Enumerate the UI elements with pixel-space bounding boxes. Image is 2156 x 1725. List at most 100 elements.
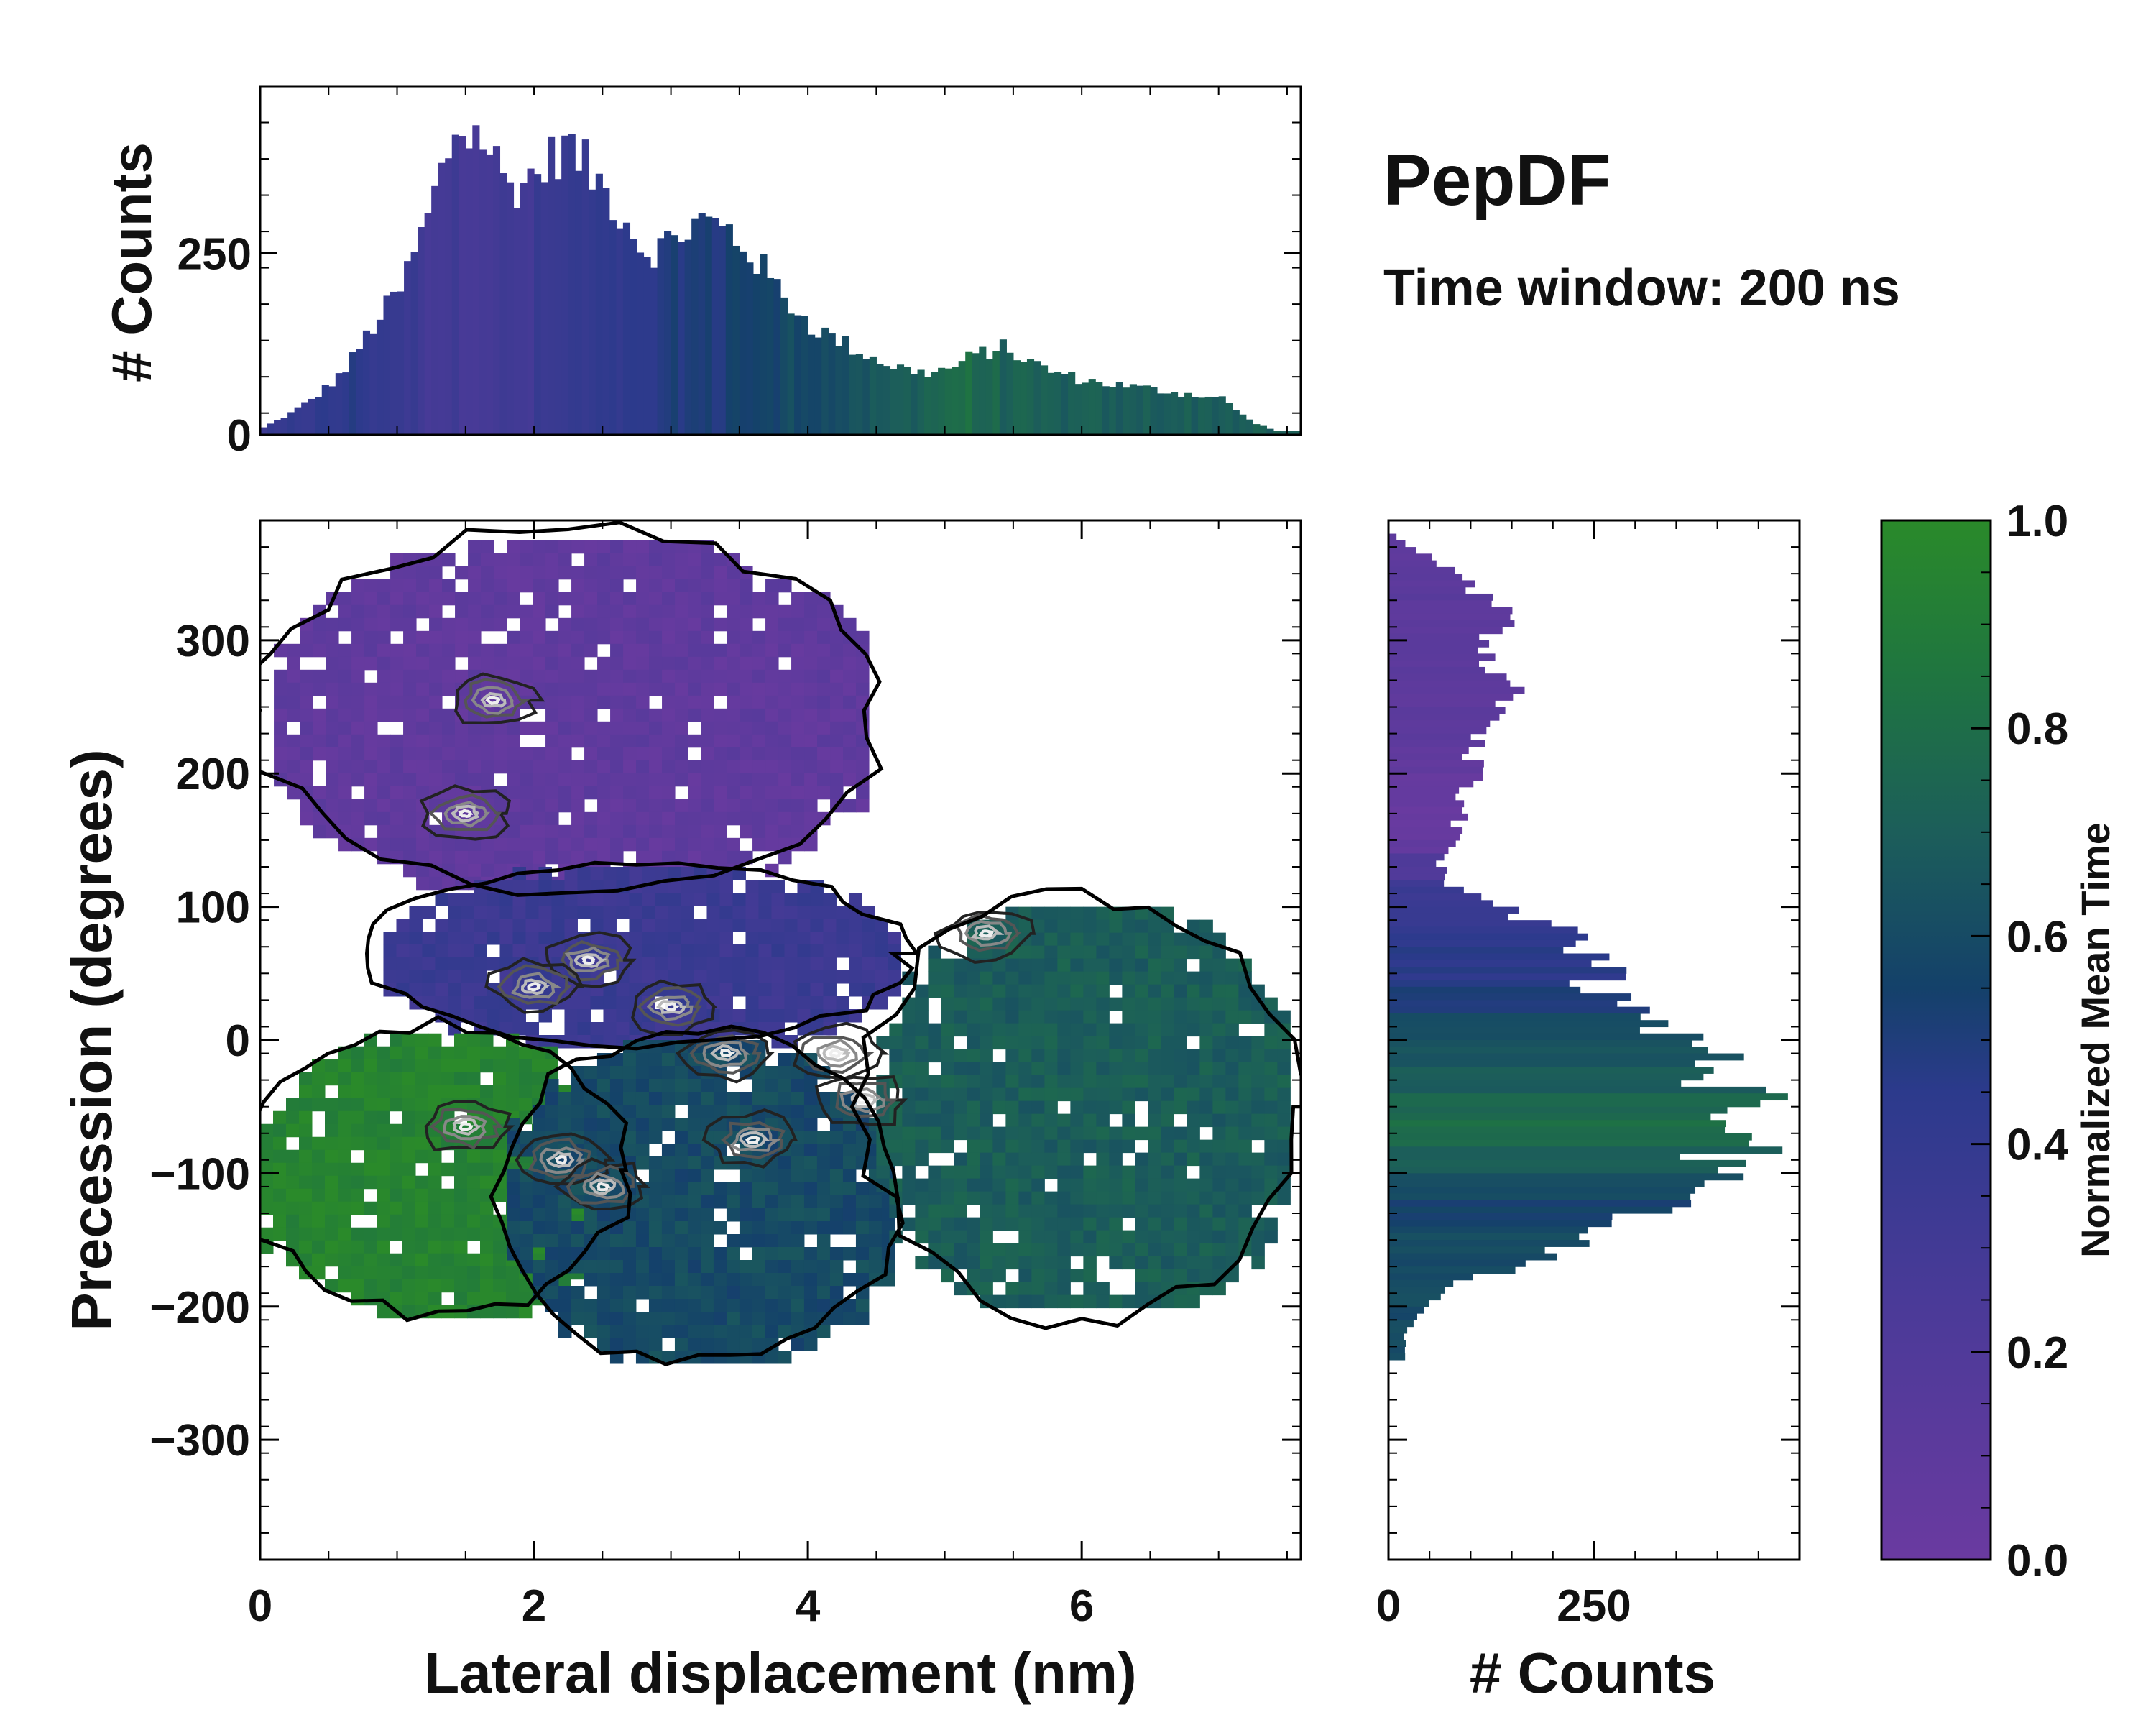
heatmap-cell: [467, 1279, 481, 1293]
heatmap-cell: [823, 983, 837, 997]
top-bar: [862, 359, 870, 435]
heatmap-cell: [558, 708, 572, 722]
heatmap-cell: [817, 617, 831, 632]
heatmap-cell: [1251, 1165, 1265, 1179]
heatmap-cell: [596, 1325, 611, 1338]
heatmap-cell: [752, 682, 766, 696]
heatmap-cell: [520, 747, 533, 761]
heatmap-cell: [1096, 1191, 1110, 1205]
heatmap-cell: [441, 1085, 455, 1099]
heatmap-cell: [1096, 1036, 1110, 1050]
heatmap-cell: [778, 1247, 792, 1261]
heatmap-cell: [816, 1299, 831, 1312]
top-bar: [999, 339, 1007, 435]
heatmap-cell: [455, 708, 469, 722]
heatmap-cell: [474, 919, 487, 932]
heatmap-cell: [545, 773, 559, 787]
heatmap-cell: [1212, 1049, 1226, 1063]
heatmap-cell: [422, 932, 436, 945]
heatmap-cell: [915, 997, 929, 1011]
heatmap-cell: [694, 932, 707, 945]
heatmap-cell: [1212, 1243, 1226, 1257]
heatmap-cell: [714, 669, 727, 684]
heatmap-cell: [1212, 997, 1226, 1011]
right-bar: [1388, 1120, 1726, 1128]
right-bar: [1388, 906, 1519, 914]
heatmap-cell: [274, 734, 287, 748]
right-bar: [1388, 853, 1445, 861]
heatmap-cell: [928, 1100, 941, 1115]
heatmap-cell: [1135, 997, 1148, 1011]
heatmap-cell: [1212, 1178, 1226, 1192]
heatmap-cell: [429, 656, 443, 671]
heatmap-cell: [532, 1260, 546, 1274]
heatmap-cell: [273, 1175, 287, 1190]
heatmap-cell: [694, 944, 707, 958]
heatmap-cell: [635, 1105, 650, 1118]
heatmap-cell: [507, 734, 520, 748]
heatmap-cell: [1199, 1049, 1213, 1063]
heatmap-cell: [954, 1217, 967, 1231]
heatmap-cell: [674, 1131, 688, 1144]
right-bar: [1388, 867, 1447, 874]
right-bar: [1388, 1140, 1749, 1147]
heatmap-cell: [623, 540, 637, 554]
heatmap-cell: [1044, 1049, 1058, 1063]
heatmap-cell: [1199, 997, 1213, 1011]
heatmap-cell: [461, 983, 474, 997]
heatmap-cell: [1148, 1062, 1161, 1076]
heatmap-cell: [1031, 1294, 1045, 1309]
top-bar: [828, 333, 836, 435]
heatmap-cell: [493, 1149, 507, 1164]
heatmap-cell: [1070, 1036, 1084, 1050]
heatmap-cell: [377, 579, 391, 593]
heatmap-cell: [364, 760, 378, 774]
heatmap-cell: [674, 1338, 688, 1351]
heatmap-cell: [338, 695, 352, 709]
heatmap-cell: [545, 1260, 559, 1274]
heatmap-cell: [338, 1085, 351, 1099]
heatmap-cell: [416, 734, 430, 748]
heatmap-cell: [364, 1098, 377, 1112]
heatmap-cell: [390, 734, 404, 748]
heatmap-cell: [597, 837, 611, 852]
heatmap-cell: [675, 799, 688, 813]
density-contour: [515, 1132, 616, 1186]
heatmap-cell: [765, 1234, 779, 1248]
heatmap-cell: [338, 592, 352, 606]
heatmap-cell: [726, 1208, 740, 1222]
heatmap-cell: [1057, 1204, 1071, 1218]
heatmap-cell: [954, 1152, 967, 1167]
heatmap-cell: [803, 1286, 818, 1300]
heatmap-cell: [596, 1247, 611, 1261]
heatmap-cell: [727, 721, 740, 735]
heatmap-cell: [648, 1208, 663, 1222]
heatmap-cell: [616, 906, 630, 919]
heatmap-cell: [415, 1188, 429, 1202]
heatmap-cell: [829, 1144, 844, 1157]
heatmap-cell: [706, 996, 720, 1010]
heatmap-cell: [784, 1009, 798, 1023]
heatmap-cell: [1174, 984, 1187, 998]
heatmap-cell: [364, 1110, 377, 1125]
heatmap-cell: [655, 867, 668, 880]
heatmap-cell: [1044, 1217, 1058, 1231]
heatmap-cell: [636, 540, 650, 554]
right-bar: [1388, 1266, 1516, 1274]
heatmap-cell: [803, 1156, 818, 1170]
heatmap-cell: [791, 1221, 805, 1235]
right-bar: [1388, 1093, 1788, 1101]
heatmap-cell: [551, 880, 565, 893]
heatmap-cell: [1057, 1023, 1071, 1037]
heatmap-cell: [1135, 958, 1148, 972]
heatmap-cell: [429, 617, 443, 632]
heatmap-cell: [765, 1156, 779, 1170]
heatmap-cell: [915, 1217, 929, 1231]
top-bar: [390, 291, 398, 435]
heatmap-cell: [396, 944, 410, 958]
heatmap-cell: [300, 773, 313, 787]
heatmap-cell: [719, 983, 733, 997]
heatmap-cell: [377, 1279, 390, 1293]
heatmap-cell: [545, 566, 559, 580]
heatmap-cell: [377, 617, 391, 632]
